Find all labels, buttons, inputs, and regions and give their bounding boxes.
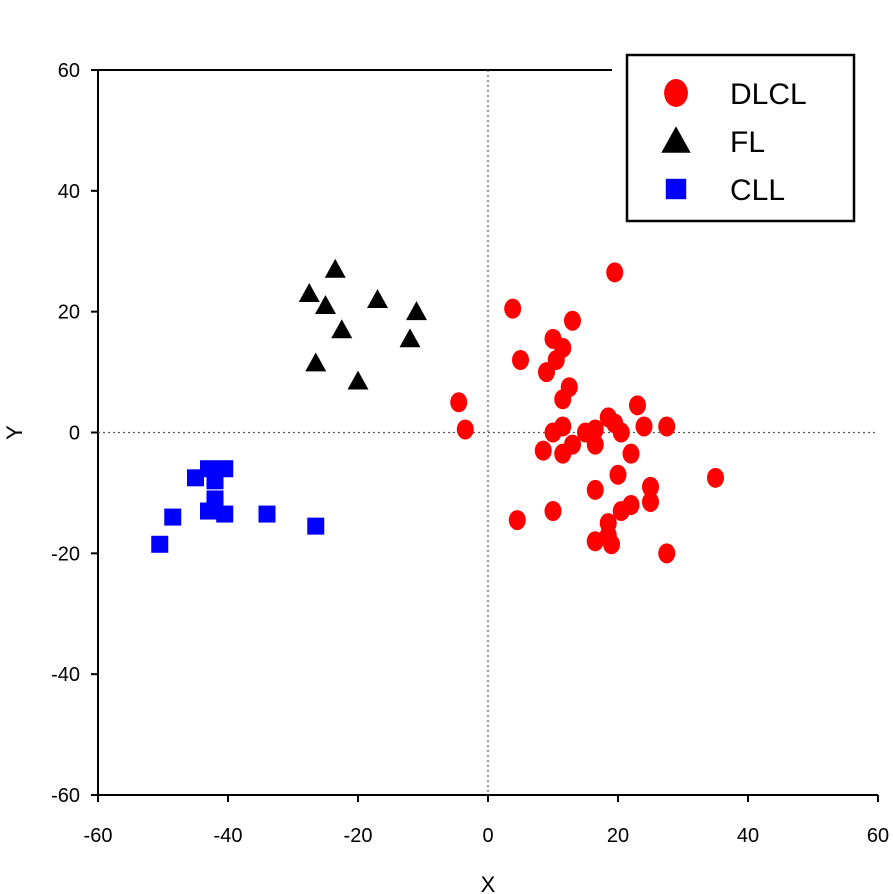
dlcl-point <box>508 510 526 531</box>
cll-point <box>206 472 224 490</box>
y-tick-label: -40 <box>51 664 80 686</box>
dlcl-point <box>629 395 646 416</box>
cll-point <box>151 535 169 553</box>
dlcl-point <box>534 440 552 461</box>
dlcl-point <box>456 419 474 440</box>
dlcl-point <box>564 310 581 331</box>
dlcl-point <box>603 534 620 555</box>
series-cll <box>151 460 325 553</box>
x-tick-label: -60 <box>84 825 113 847</box>
y-tick-label: -60 <box>51 785 80 807</box>
cll-point <box>258 505 276 523</box>
dlcl-point <box>554 389 572 410</box>
dlcl-point <box>538 362 555 383</box>
cll-point <box>164 508 182 526</box>
y-tick-label: 0 <box>69 423 80 445</box>
fl-point <box>315 295 336 315</box>
dlcl-point <box>658 416 676 437</box>
data-points <box>151 258 724 564</box>
dlcl-point <box>554 443 572 464</box>
legend-cll-marker <box>665 178 687 200</box>
dlcl-point <box>544 422 562 443</box>
fl-point <box>331 319 353 339</box>
x-tick-label: -20 <box>344 825 373 847</box>
fl-point <box>347 370 369 390</box>
cll-point <box>200 502 217 520</box>
y-tick-label: 60 <box>58 60 80 82</box>
dlcl-point <box>586 531 604 552</box>
dlcl-point <box>612 501 630 522</box>
x-tick-label: 60 <box>867 825 889 847</box>
dlcl-point <box>609 464 627 485</box>
dlcl-point <box>642 476 659 497</box>
fl-point <box>305 352 327 372</box>
fl-point <box>324 258 346 278</box>
dlcl-point <box>658 543 676 564</box>
y-tick-label: 40 <box>58 181 80 203</box>
axes <box>91 69 879 802</box>
fl-point <box>298 283 320 302</box>
legend: DLCL FL CLL <box>625 53 856 223</box>
dlcl-point <box>606 262 624 283</box>
cll-point <box>307 517 325 535</box>
x-tick-label: 40 <box>737 825 759 847</box>
cll-point <box>187 469 204 487</box>
dlcl-point <box>504 298 522 319</box>
x-tick-label: -40 <box>214 825 243 847</box>
y-axis-label: Y <box>2 425 27 440</box>
legend-cll-label: CLL <box>730 174 785 207</box>
dlcl-point <box>635 416 653 437</box>
legend-dlcl-label: DLCL <box>730 78 807 111</box>
x-tick-label: 0 <box>482 825 493 847</box>
legend-dlcl-marker <box>664 79 688 107</box>
dlcl-point <box>544 501 562 522</box>
y-tick-label: 20 <box>58 302 80 324</box>
dlcl-point <box>450 392 468 413</box>
dlcl-point <box>586 434 604 455</box>
dlcl-point <box>586 419 604 440</box>
dlcl-point <box>512 350 529 370</box>
dlcl-point <box>642 491 659 512</box>
legend-fl-label: FL <box>730 126 765 159</box>
fl-point <box>399 328 421 348</box>
y-tick-label: -20 <box>51 543 80 565</box>
series-fl <box>298 258 427 390</box>
dlcl-point <box>586 479 604 500</box>
x-tick-label: 20 <box>607 825 629 847</box>
cll-point <box>216 505 234 523</box>
dlcl-point <box>612 422 630 443</box>
legend-fl-marker <box>661 126 691 153</box>
fl-point <box>367 289 388 308</box>
x-axis-label: X <box>481 872 496 894</box>
tick-labels: -60 -40 -20 0 20 40 60 -60 -40 -20 0 20 40 60 <box>51 60 889 847</box>
legend-box <box>625 53 856 223</box>
fl-point <box>406 301 427 321</box>
series-dlcl <box>450 262 724 564</box>
dlcl-point <box>622 443 640 464</box>
dlcl-point <box>707 467 724 488</box>
